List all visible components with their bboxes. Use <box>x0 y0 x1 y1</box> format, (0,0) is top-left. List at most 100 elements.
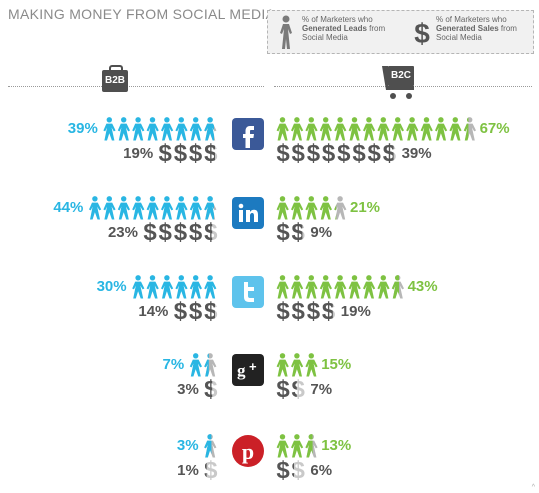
svg-text:$: $ <box>292 376 306 403</box>
svg-text:$: $ <box>276 376 290 403</box>
b2b-person-icon <box>204 353 217 377</box>
legend-sales-post2: Social Media <box>436 33 482 42</box>
svg-text:$: $ <box>174 140 188 167</box>
b2c-person-icon <box>291 275 304 299</box>
b2b-dollar-icon: $ <box>143 219 157 246</box>
b2b-person-icon <box>175 275 188 299</box>
b2c-person-icon <box>319 117 332 141</box>
b2b-dollar-icon: $ <box>189 298 203 325</box>
b2b-person-icon <box>175 117 188 141</box>
b2b-dollar-icon: $$ <box>204 457 218 484</box>
b2c-sales-label: 7% <box>310 381 333 398</box>
linkedin-icon <box>232 197 264 229</box>
b2c-person-icon <box>291 117 304 141</box>
svg-text:$: $ <box>322 298 336 325</box>
b2c-person-icon <box>291 434 304 458</box>
svg-text:$: $ <box>352 140 366 167</box>
b2c-dollar-icon: $ <box>352 140 366 167</box>
svg-text:$: $ <box>143 219 157 246</box>
b2c-dollar-icon: $$ <box>292 376 306 403</box>
b2c-person-icon <box>435 117 448 141</box>
b2b-person-icon <box>146 196 159 220</box>
b2b-dollar-icon: $ <box>174 219 188 246</box>
corner-mark: ^ <box>531 484 535 491</box>
b2c-person-icon <box>391 117 404 141</box>
b2c-sales-label: 19% <box>340 303 371 320</box>
b2b-dollar-icon: $$ <box>204 298 218 325</box>
svg-text:$: $ <box>189 219 203 246</box>
page-title: MAKING MONEY FROM SOCIAL MEDIA <box>8 6 276 22</box>
b2b-person-icon <box>103 117 116 141</box>
google-plus-icon: g + <box>232 354 264 386</box>
svg-text:$: $ <box>292 298 306 325</box>
b2c-person-icon <box>406 117 419 141</box>
b2c-person-icon <box>305 434 318 458</box>
b2c-person-icon <box>334 117 347 141</box>
b2b-person-icon <box>132 117 145 141</box>
b2b-person-icon <box>132 196 145 220</box>
b2b-person-icon <box>146 275 159 299</box>
b2c-dollar-icon: $ <box>368 140 382 167</box>
b2c-person-icon <box>276 196 289 220</box>
dollar-icon: $ <box>414 18 430 49</box>
b2b-person-icon <box>117 117 130 141</box>
b2c-person-icon <box>291 353 304 377</box>
pinterest-icon: p <box>232 435 264 467</box>
svg-text:$: $ <box>368 140 382 167</box>
svg-text:$: $ <box>276 457 290 484</box>
b2c-person-icon <box>319 275 332 299</box>
svg-text:$: $ <box>204 298 218 325</box>
b2b-sales-label: 3% <box>177 381 199 398</box>
b2c-dollar-icon: $$ <box>292 457 306 484</box>
svg-text:$: $ <box>292 219 306 246</box>
b2b-dollar-icon: $$ <box>204 140 218 167</box>
b2b-person-icon <box>204 434 217 458</box>
b2b-sales-label: 14% <box>138 303 169 320</box>
b2b-dollar-icon: $ <box>174 140 188 167</box>
b2b-dollar-icon: $ <box>189 140 203 167</box>
svg-text:$: $ <box>174 298 188 325</box>
b2c-person-icon <box>463 117 476 141</box>
svg-text:$: $ <box>337 140 351 167</box>
svg-text:$: $ <box>292 219 306 246</box>
b2c-dollar-icon: $ <box>276 457 290 484</box>
facebook-icon <box>232 118 264 150</box>
b2b-person-icon <box>204 275 217 299</box>
svg-text:$: $ <box>292 376 306 403</box>
svg-text:$: $ <box>174 219 188 246</box>
b2b-person-icon <box>103 196 116 220</box>
b2c-person-icon <box>305 117 318 141</box>
b2c-person-icon <box>377 275 390 299</box>
b2b-person-icon <box>189 353 202 377</box>
b2b-person-icon <box>117 196 130 220</box>
b2c-person-icon <box>305 353 318 377</box>
b2b-person-icon <box>146 117 159 141</box>
svg-text:+: + <box>249 359 257 374</box>
b2c-person-icon <box>348 117 361 141</box>
b2b-leads-label: 3% <box>176 437 199 454</box>
b2c-leads-label: 15% <box>321 356 352 373</box>
svg-text:$: $ <box>159 219 173 246</box>
b2b-sales-label: 19% <box>123 145 154 162</box>
b2c-dollar-icon: $ <box>307 298 321 325</box>
legend-sales-post1: from <box>498 24 517 33</box>
b2b-dollar-icon: $$ <box>204 219 218 246</box>
svg-text:$: $ <box>204 140 218 167</box>
b2b-leads-label: 7% <box>162 356 185 373</box>
b2b-person-icon <box>161 196 174 220</box>
b2c-person-icon <box>276 117 289 141</box>
legend-leads-pre: % of Marketers who <box>302 15 373 24</box>
b2c-dollar-icon: $ <box>307 140 321 167</box>
svg-text:$: $ <box>276 219 290 246</box>
b2c-dollar-icon: $ <box>276 219 290 246</box>
briefcase-handle <box>109 65 123 73</box>
svg-text:$: $ <box>204 140 218 167</box>
b2b-dollar-icon: $ <box>189 219 203 246</box>
svg-text:$: $ <box>307 140 321 167</box>
svg-text:$: $ <box>383 140 397 167</box>
svg-text:g: g <box>237 361 246 380</box>
b2b-dollar-icon: $$ <box>204 376 218 403</box>
legend-leads-bold: Generated Leads <box>302 24 367 33</box>
b2b-leads-label: 44% <box>53 199 84 216</box>
b2c-dollar-icon: $$ <box>292 219 306 246</box>
